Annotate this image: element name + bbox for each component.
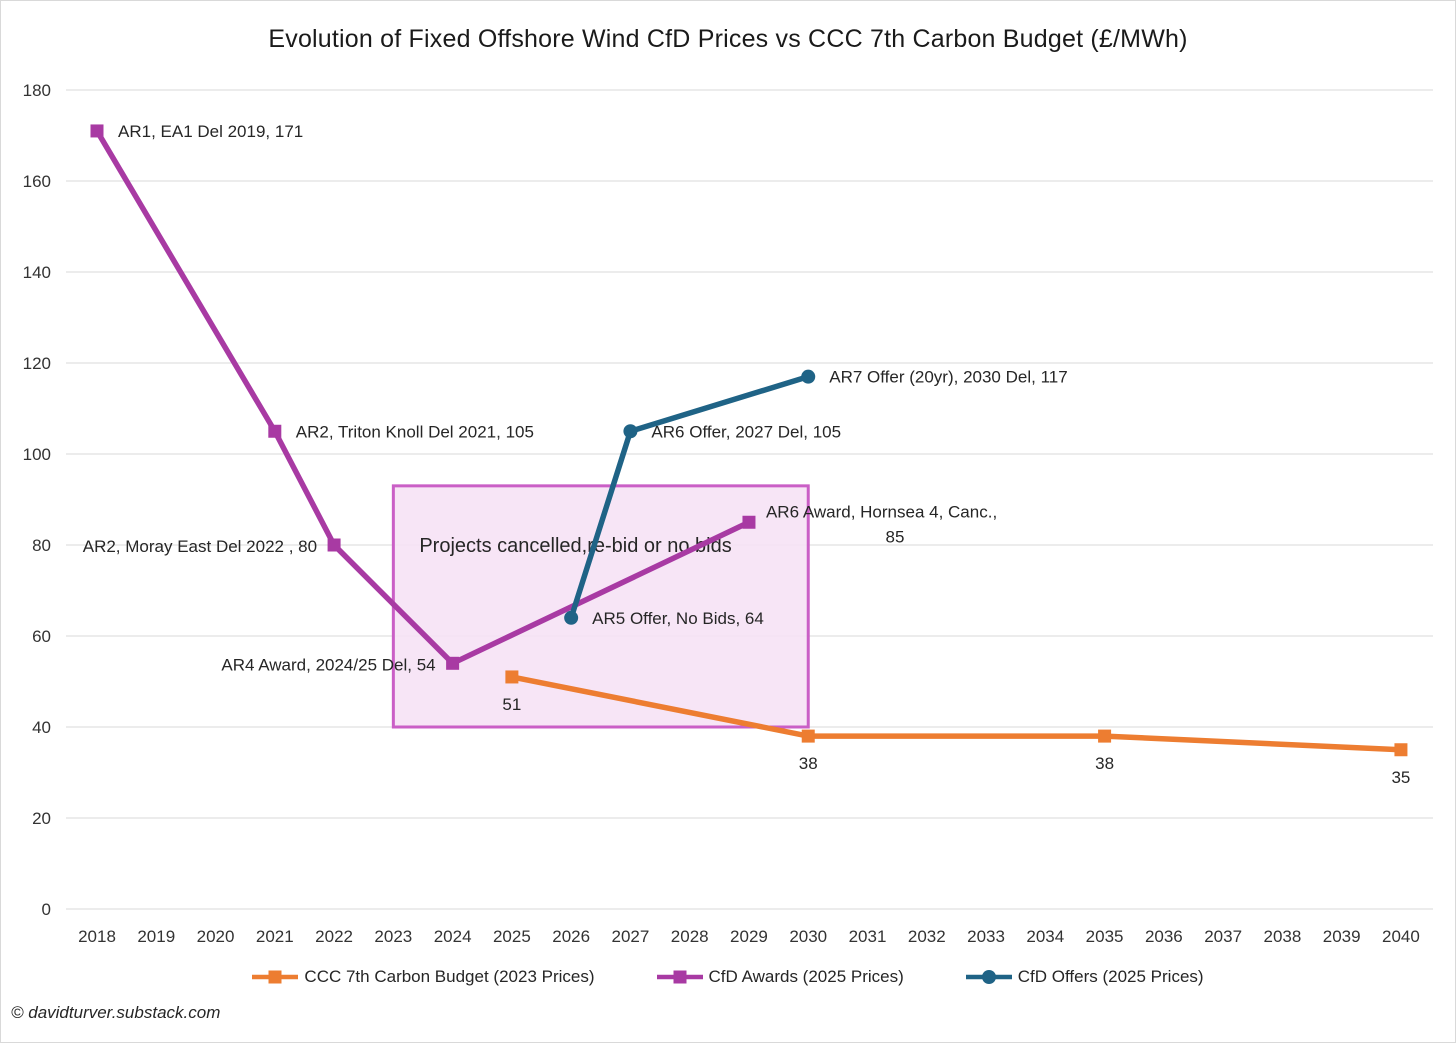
- legend-item-awards: CfD Awards (2025 Prices): [656, 967, 904, 987]
- data-point-marker: [1394, 743, 1408, 757]
- x-tick-label: 2027: [612, 927, 650, 946]
- y-tick-label: 100: [23, 445, 51, 464]
- y-tick-label: 80: [32, 536, 51, 555]
- data-point-marker: [327, 538, 341, 552]
- x-tick-label: 2021: [256, 927, 294, 946]
- x-tick-label: 2026: [552, 927, 590, 946]
- data-label: 35: [1391, 768, 1410, 787]
- data-label: 38: [1095, 754, 1114, 773]
- x-tick-label: 2029: [730, 927, 768, 946]
- data-point-marker: [742, 515, 756, 529]
- data-label: AR1, EA1 Del 2019, 171: [118, 122, 303, 141]
- data-label: 38: [799, 754, 818, 773]
- data-label: AR6 Award, Hornsea 4, Canc.,: [766, 502, 997, 521]
- data-point-marker: [801, 369, 816, 384]
- data-point-marker: [801, 729, 815, 743]
- series-line-ccc: [509, 674, 1404, 753]
- y-tick-label: 40: [32, 718, 51, 737]
- data-label: AR2, Triton Knoll Del 2021, 105: [296, 422, 534, 441]
- data-point-marker: [564, 610, 579, 625]
- x-tick-label: 2019: [137, 927, 175, 946]
- data-point-marker: [90, 124, 104, 138]
- data-label: 85: [886, 527, 905, 546]
- x-tick-label: 2024: [434, 927, 472, 946]
- x-tick-label: 2036: [1145, 927, 1183, 946]
- legend-label: CCC 7th Carbon Budget (2023 Prices): [304, 967, 595, 986]
- x-tick-label: 2033: [967, 927, 1005, 946]
- data-point-marker: [1098, 729, 1112, 743]
- legend-marker-square-icon: [252, 970, 299, 984]
- legend-label: CfD Offers (2025 Prices): [1017, 967, 1204, 986]
- x-tick-label: 2032: [908, 927, 946, 946]
- data-point-marker: [505, 670, 519, 684]
- y-tick-label: 60: [32, 627, 51, 646]
- data-point-marker: [623, 424, 638, 439]
- legend-item-offers: CfD Offers (2025 Prices): [965, 967, 1204, 987]
- x-tick-label: 2023: [374, 927, 412, 946]
- y-tick-label: 180: [23, 81, 51, 100]
- x-tick-label: 2020: [197, 927, 235, 946]
- x-tick-label: 2022: [315, 927, 353, 946]
- data-label: 51: [502, 695, 521, 714]
- x-tick-label: 2018: [78, 927, 116, 946]
- legend-label: CfD Awards (2025 Prices): [708, 967, 904, 986]
- chart-title: Evolution of Fixed Offshore Wind CfD Pri…: [268, 25, 1188, 53]
- legend-item-ccc: CCC 7th Carbon Budget (2023 Prices): [252, 967, 595, 987]
- data-point-marker: [268, 424, 282, 438]
- copyright-attribution: © davidturver.substack.com: [11, 1003, 221, 1022]
- x-tick-label: 2038: [1263, 927, 1301, 946]
- y-tick-label: 20: [32, 809, 51, 828]
- data-label: AR7 Offer (20yr), 2030 Del, 117: [829, 368, 1067, 387]
- legend-marker-circle-icon: [965, 970, 1012, 984]
- x-tick-label: 2034: [1026, 927, 1064, 946]
- y-tick-label: 120: [23, 354, 51, 373]
- cancelled-projects-box-label: Projects cancelled,re-bid or no bids: [419, 535, 731, 557]
- x-tick-label: 2035: [1086, 927, 1124, 946]
- y-tick-label: 140: [23, 263, 51, 282]
- data-label: AR6 Offer, 2027 Del, 105: [651, 422, 841, 441]
- y-tick-label: 0: [42, 900, 51, 919]
- x-tick-label: 2028: [671, 927, 709, 946]
- data-point-marker: [446, 656, 460, 670]
- x-tick-label: 2031: [849, 927, 887, 946]
- x-tick-label: 2039: [1323, 927, 1361, 946]
- x-tick-label: 2025: [493, 927, 531, 946]
- x-tick-label: 2040: [1382, 927, 1420, 946]
- data-label: AR4 Award, 2024/25 Del, 54: [221, 655, 435, 674]
- x-tick-label: 2030: [789, 927, 827, 946]
- legend: CCC 7th Carbon Budget (2023 Prices) CfD …: [1, 967, 1455, 987]
- legend-marker-square-icon: [656, 970, 703, 984]
- y-tick-label: 160: [23, 172, 51, 191]
- data-label: AR5 Offer, No Bids, 64: [592, 609, 764, 628]
- data-label: AR2, Moray East Del 2022 , 80: [83, 537, 317, 556]
- x-tick-label: 2037: [1204, 927, 1242, 946]
